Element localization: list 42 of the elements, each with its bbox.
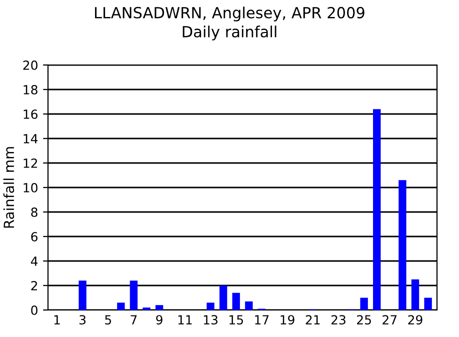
y-tick-label: 2: [31, 280, 38, 290]
x-tick-label: 17: [255, 315, 269, 324]
bar: [245, 301, 253, 310]
bar: [219, 286, 228, 310]
y-tick-label: 8: [31, 207, 38, 217]
y-tick-label: 10: [24, 182, 38, 192]
bar: [424, 298, 432, 310]
y-tick-label: 16: [24, 109, 38, 119]
y-axis-title: Rainfall mm: [3, 147, 14, 228]
x-tick-label: 25: [357, 315, 371, 325]
x-tick-label: 7: [130, 315, 137, 324]
bar: [117, 302, 125, 310]
y-tick-label: 20: [23, 60, 38, 70]
chart-title: LLANSADWRN, Anglesey, APR 2009: [95, 6, 364, 22]
bar: [360, 298, 368, 310]
y-tick-label: 0: [31, 305, 38, 315]
x-tick-label: 11: [178, 315, 192, 324]
x-tick-label: 27: [382, 315, 397, 324]
bar: [398, 180, 406, 310]
x-tick-label: 15: [230, 315, 243, 325]
y-tick-label: 18: [24, 84, 38, 94]
bar: [411, 279, 420, 310]
bar: [78, 280, 86, 310]
x-tick-label: 23: [331, 315, 346, 325]
bar: [232, 292, 240, 310]
x-tick-label: 9: [156, 315, 162, 325]
x-tick-label: 13: [204, 315, 218, 325]
y-tick-label: 14: [24, 134, 38, 144]
x-tick-label: 21: [306, 315, 320, 324]
x-tick-label: 5: [105, 315, 112, 325]
chart-subtitle: Daily rainfall: [182, 26, 276, 40]
bar: [155, 305, 164, 310]
y-tick-label: 6: [31, 232, 38, 242]
x-tick-label: 1: [54, 315, 60, 324]
x-tick-label: 19: [280, 315, 294, 325]
y-tick-label: 12: [24, 158, 38, 168]
bar: [206, 302, 214, 310]
x-tick-label: 3: [80, 315, 86, 325]
y-tick-label: 4: [30, 256, 38, 266]
bar: [373, 109, 381, 310]
x-tick-label: 29: [408, 315, 422, 325]
bar: [130, 280, 138, 310]
